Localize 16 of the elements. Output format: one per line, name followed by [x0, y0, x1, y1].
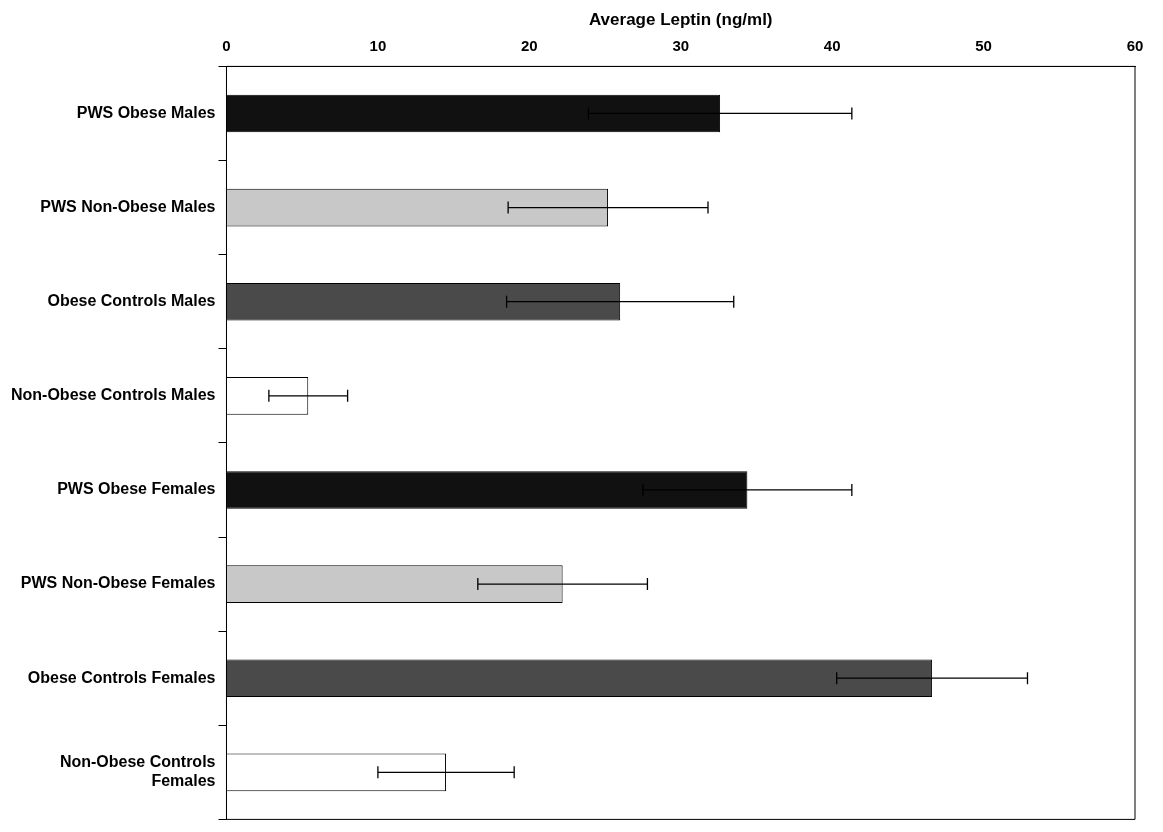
x-tick-label: 30 — [672, 36, 690, 54]
x-tick-label: 50 — [975, 36, 992, 54]
x-axis-title: Average Leptin (ng/ml) — [588, 9, 773, 29]
y-tick-label: Obese Controls Females — [27, 668, 216, 686]
x-tick-label: 20 — [520, 36, 538, 54]
x-tick-label: 10 — [369, 36, 387, 54]
y-tick-label: Non-Obese Controls Males — [10, 386, 216, 404]
y-tick-label: PWS Obese Females — [57, 480, 216, 498]
x-tick-label: 40 — [823, 36, 841, 54]
y-tick-label: PWS Non-Obese Males — [40, 197, 216, 215]
y-tick-label: Obese Controls Males — [47, 292, 216, 310]
x-tick-label: 0 — [222, 36, 231, 54]
y-tick-label: PWS Obese Males — [76, 103, 216, 121]
y-tick-label: PWS Non-Obese Females — [20, 574, 216, 592]
y-tick-label: Non-Obese Controls Females — [59, 753, 216, 790]
x-tick-label: 60 — [1126, 36, 1144, 54]
